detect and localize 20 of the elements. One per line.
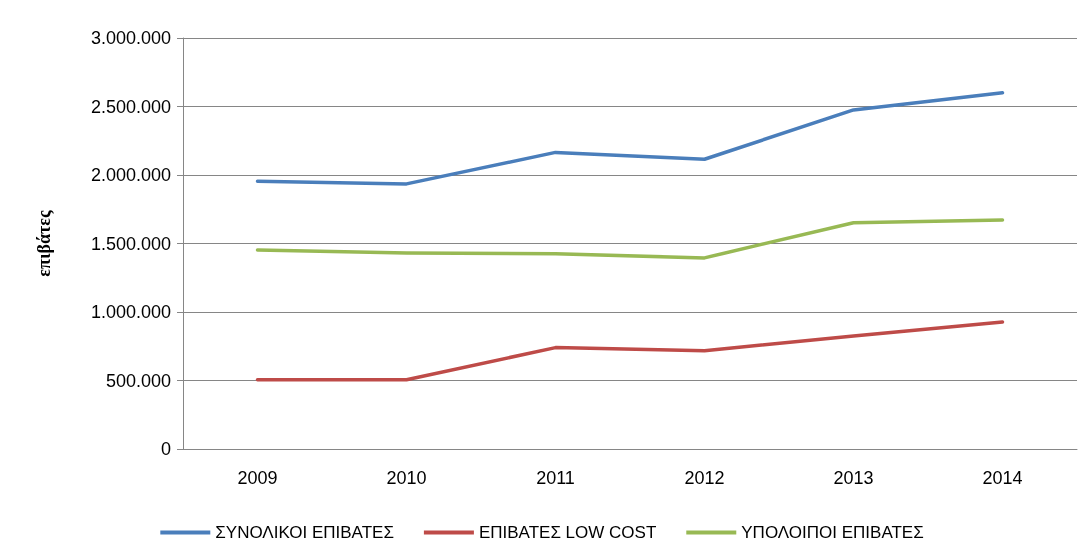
x-tick-label: 2009 [237, 468, 278, 488]
line-series [255, 320, 1005, 382]
y-tick-label: 3.000.000 [90, 28, 171, 48]
x-tick-label: 2013 [833, 468, 874, 488]
y-axis-title: επιβάτες [34, 209, 54, 277]
legend-label: ΣΥΝΟΛΙΚΟΙ ΕΠΙΒΑΤΕΣ [215, 523, 394, 542]
x-tick-label: 2010 [386, 468, 427, 488]
x-tick-label: 2014 [982, 468, 1023, 488]
x-tick-label: 2012 [684, 468, 725, 488]
y-tick-label: 500.000 [105, 370, 171, 391]
legend-label: ΥΠΟΛΟΙΠΟΙ ΕΠΙΒΑΤΕΣ [741, 523, 924, 542]
line-series [255, 91, 1005, 186]
y-tick-label: 1.500.000 [90, 233, 171, 254]
y-tick-label: 2.500.000 [90, 96, 171, 117]
legend-label: ΕΠΙΒΑΤΕΣ LOW COST [478, 523, 657, 542]
y-tick-label: 0 [160, 439, 171, 459]
y-tick-label: 2.000.000 [90, 165, 171, 185]
line-series [255, 218, 1005, 260]
y-tick-label: 1.000.000 [90, 302, 171, 322]
x-tick-label: 2011 [536, 468, 575, 488]
